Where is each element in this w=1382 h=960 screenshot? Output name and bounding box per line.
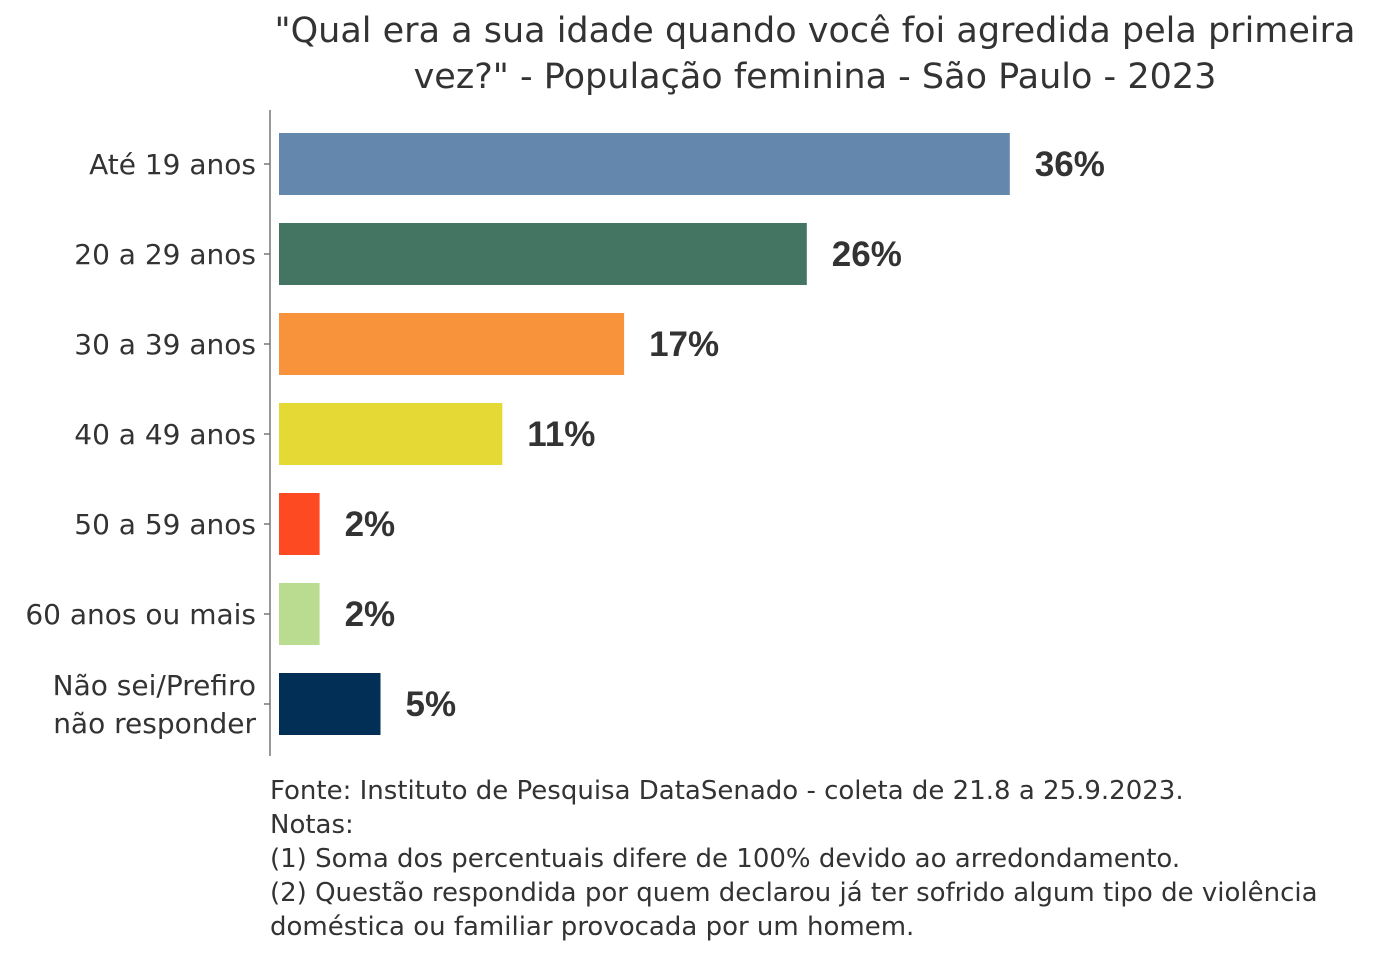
bar <box>279 673 381 735</box>
bar-chart: 36% Até 19 anos 26% 20 a 29 anos 17% 30 a 39 … <box>25 110 1105 756</box>
category-label: 40 a 49 anos <box>74 418 256 451</box>
value-label: 2% <box>345 505 396 544</box>
value-label: 11% <box>527 415 595 454</box>
caption-notes-heading: Notas: <box>270 810 354 840</box>
caption-note-2-line-1: (2) Questão respondida por quem declarou… <box>270 878 1318 908</box>
caption-note-2-line-2: doméstica ou familiar provocada por um h… <box>270 912 915 942</box>
bar <box>279 313 625 375</box>
value-label: 5% <box>406 685 457 724</box>
bar <box>279 133 1010 195</box>
bar <box>279 493 320 555</box>
category-label: 60 anos ou mais <box>25 598 256 631</box>
category-label: 50 a 59 anos <box>74 508 256 541</box>
value-label: 26% <box>832 235 902 274</box>
caption-note-1: (1) Soma dos percentuais difere de 100% … <box>270 844 1181 874</box>
source-caption: Fonte: Instituto de Pesquisa DataSenado … <box>270 774 1370 944</box>
category-label: Não sei/Prefiro <box>53 669 256 702</box>
category-label: Até 19 anos <box>89 148 256 181</box>
value-label: 36% <box>1035 145 1105 184</box>
category-label: 20 a 29 anos <box>74 238 256 271</box>
category-label: não responder <box>53 707 256 740</box>
bar <box>279 223 807 285</box>
caption-source: Fonte: Instituto de Pesquisa DataSenado … <box>270 776 1184 806</box>
chart-title-line-2: vez?" - População feminina - São Paulo -… <box>413 57 1217 97</box>
chart-title-line-1: "Qual era a sua idade quando você foi ag… <box>274 11 1356 51</box>
bar <box>279 403 503 465</box>
chart-title: "Qual era a sua idade quando você foi ag… <box>260 8 1370 100</box>
bar <box>279 583 320 645</box>
value-label: 2% <box>345 595 396 634</box>
value-label: 17% <box>649 325 719 364</box>
category-label: 30 a 39 anos <box>74 328 256 361</box>
